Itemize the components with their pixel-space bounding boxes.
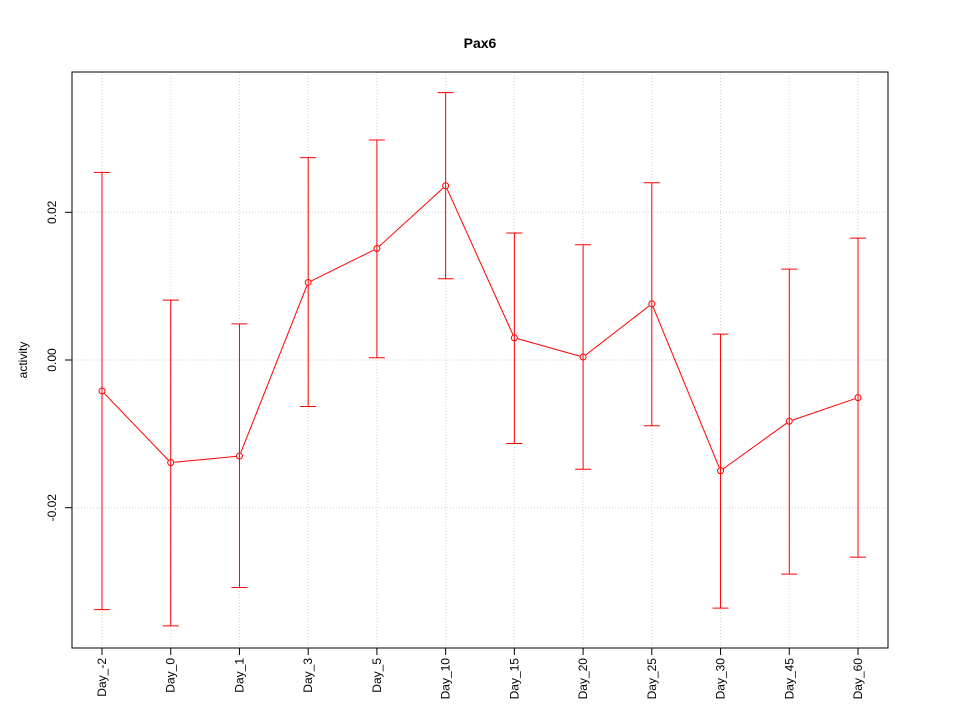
series-line-segment [652, 306, 720, 468]
data-layer [94, 92, 866, 627]
data-point [717, 467, 725, 475]
x-tick-label: Day_45 [782, 658, 796, 700]
x-tick-label: Day_-2 [95, 658, 109, 697]
data-point [304, 278, 312, 286]
y-tick-label: 0.02 [45, 200, 59, 224]
axis-layer: Day_-2 Day_0 Day_1 Day_3 Day_5 Day_10 Day_15 Da… [45, 200, 865, 699]
data-point [579, 353, 587, 361]
y-tick-label: 0.00 [45, 348, 59, 372]
x-tick-label: Day_60 [851, 658, 865, 700]
y-tick-label: -0.02 [45, 494, 59, 522]
data-point [235, 452, 243, 460]
plot-frame [71, 71, 889, 649]
series-line-segment [585, 305, 650, 356]
x-tick-label: Day_20 [576, 658, 590, 700]
data-point [167, 459, 175, 467]
data-point [785, 417, 793, 425]
series-line-segment [379, 187, 444, 247]
x-tick-label: Day_0 [164, 658, 178, 693]
grid-layer [72, 72, 888, 648]
series-line-segment [240, 285, 308, 453]
series-line-segment [517, 338, 580, 357]
data-point [373, 244, 381, 252]
data-point [98, 387, 106, 395]
x-tick-label: Day_3 [301, 658, 315, 693]
x-tick-label: Day_10 [439, 658, 453, 700]
x-tick-label: Day_15 [507, 658, 521, 700]
series-line-segment [723, 422, 787, 470]
series-line-segment [104, 393, 169, 461]
series-line-segment [311, 249, 374, 282]
data-point [854, 394, 862, 402]
x-tick-label: Day_25 [645, 658, 659, 700]
x-tick-label: Day_30 [714, 658, 728, 700]
series-line-segment [446, 188, 514, 335]
chart-title: Pax6 [464, 35, 497, 51]
x-tick-label: Day_5 [370, 658, 384, 693]
series-line-segment [792, 398, 855, 421]
data-point [648, 300, 656, 308]
x-tick-label: Day_1 [232, 658, 246, 693]
data-point [510, 334, 518, 342]
data-point [442, 182, 450, 190]
y-axis-label: activity [16, 342, 30, 379]
series-line-segment [174, 455, 237, 463]
